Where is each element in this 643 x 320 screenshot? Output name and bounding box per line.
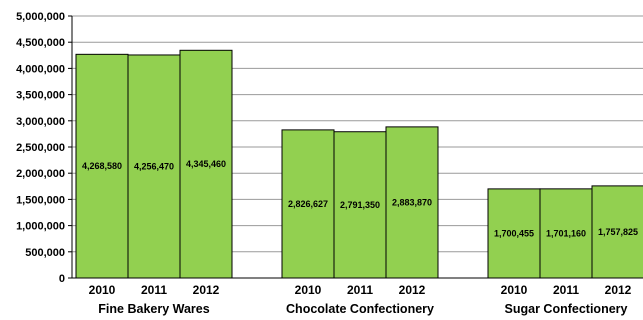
y-tick-label: 1,000,000 (16, 221, 65, 233)
bar (281, 129, 335, 279)
bar (333, 131, 387, 279)
bar-value-label: 2,791,350 (340, 200, 380, 210)
y-tick-label: 2,500,000 (16, 142, 65, 154)
y-tick-label: 2,000,000 (16, 168, 65, 180)
group-label: Sugar Confectionery (505, 302, 628, 316)
bar-value-label: 1,700,455 (494, 228, 534, 238)
bar (385, 126, 439, 279)
y-tick-label: 3,000,000 (16, 116, 65, 128)
x-tick-label: 2010 (295, 283, 322, 297)
y-tick-label: 4,500,000 (16, 37, 65, 49)
x-tick-label: 2011 (347, 283, 373, 297)
x-tick-label: 2011 (141, 283, 167, 297)
y-tick-label: 3,500,000 (16, 90, 65, 102)
y-tick-label: 1,500,000 (16, 194, 65, 206)
y-tick-label: 5,000,000 (16, 11, 65, 23)
bar (591, 185, 643, 279)
x-tick-label: 2011 (553, 283, 579, 297)
axes (68, 15, 643, 279)
bar (127, 54, 181, 279)
bar-value-label: 2,826,627 (288, 199, 328, 209)
bar-value-label: 2,883,870 (392, 197, 432, 207)
y-tick-label: 500,000 (25, 247, 65, 259)
bar-value-label: 1,757,825 (598, 227, 638, 237)
bar (539, 188, 593, 279)
y-tick-label: 0 (59, 273, 65, 285)
bar (487, 188, 541, 279)
x-tick-label: 2012 (399, 283, 426, 297)
x-tick-label: 2012 (605, 283, 632, 297)
labels: 0 500,000 1,000,000 1,500,000 2,000,000 2,500… (16, 11, 638, 316)
bar-value-label: 1,701,160 (546, 228, 586, 238)
group-label: Chocolate Confectionery (286, 302, 434, 316)
bar-value-label: 4,256,470 (134, 161, 174, 171)
x-tick-label: 2010 (501, 283, 528, 297)
bar-value-label: 4,345,460 (186, 159, 226, 169)
group-label: Fine Bakery Wares (98, 302, 209, 316)
bar-value-label: 4,268,580 (82, 161, 122, 171)
y-tick-label: 4,000,000 (16, 63, 65, 75)
x-tick-label: 2012 (193, 283, 220, 297)
x-tick-label: 2010 (89, 283, 116, 297)
